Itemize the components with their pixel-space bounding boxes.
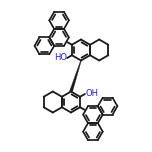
Text: OH: OH <box>85 90 98 98</box>
Text: HO: HO <box>54 54 67 62</box>
Polygon shape <box>69 60 81 92</box>
